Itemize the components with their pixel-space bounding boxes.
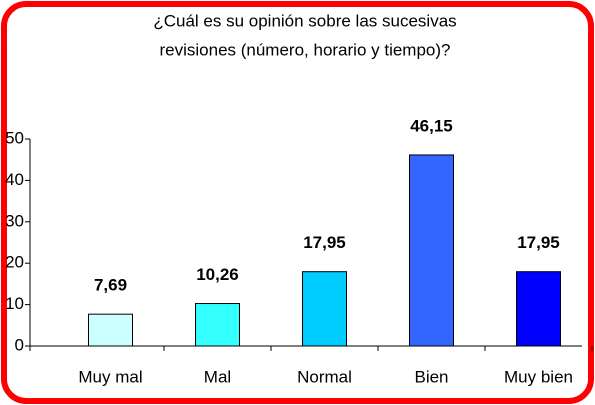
y-tick-label: 50 <box>5 128 24 147</box>
value-label: 7,69 <box>94 276 127 295</box>
x-tick-label: Muy bien <box>504 367 573 386</box>
bar <box>302 271 347 347</box>
bar <box>195 303 240 347</box>
bar <box>409 154 454 347</box>
value-label: 17,95 <box>517 233 560 252</box>
value-label: 17,95 <box>303 233 346 252</box>
y-tick-label: 0 <box>15 335 24 354</box>
chart-title: ¿Cuál es su opinión sobre las sucesivas <box>153 11 456 30</box>
y-tick-label: 30 <box>5 211 24 230</box>
bar <box>88 313 133 347</box>
x-tick-label: Normal <box>297 367 352 386</box>
x-tick-label: Mal <box>204 367 231 386</box>
bar <box>516 271 561 347</box>
value-label: 46,15 <box>410 116 453 135</box>
value-label: 10,26 <box>196 265 239 284</box>
x-tick-label: Bien <box>414 367 448 386</box>
y-tick-label: 40 <box>5 170 24 189</box>
y-tick-label: 20 <box>5 253 24 272</box>
y-tick-label: 10 <box>5 294 24 313</box>
x-tick-label: Muy mal <box>78 367 142 386</box>
chart-title: revisiones (número, horario y tiempo)? <box>159 40 450 59</box>
